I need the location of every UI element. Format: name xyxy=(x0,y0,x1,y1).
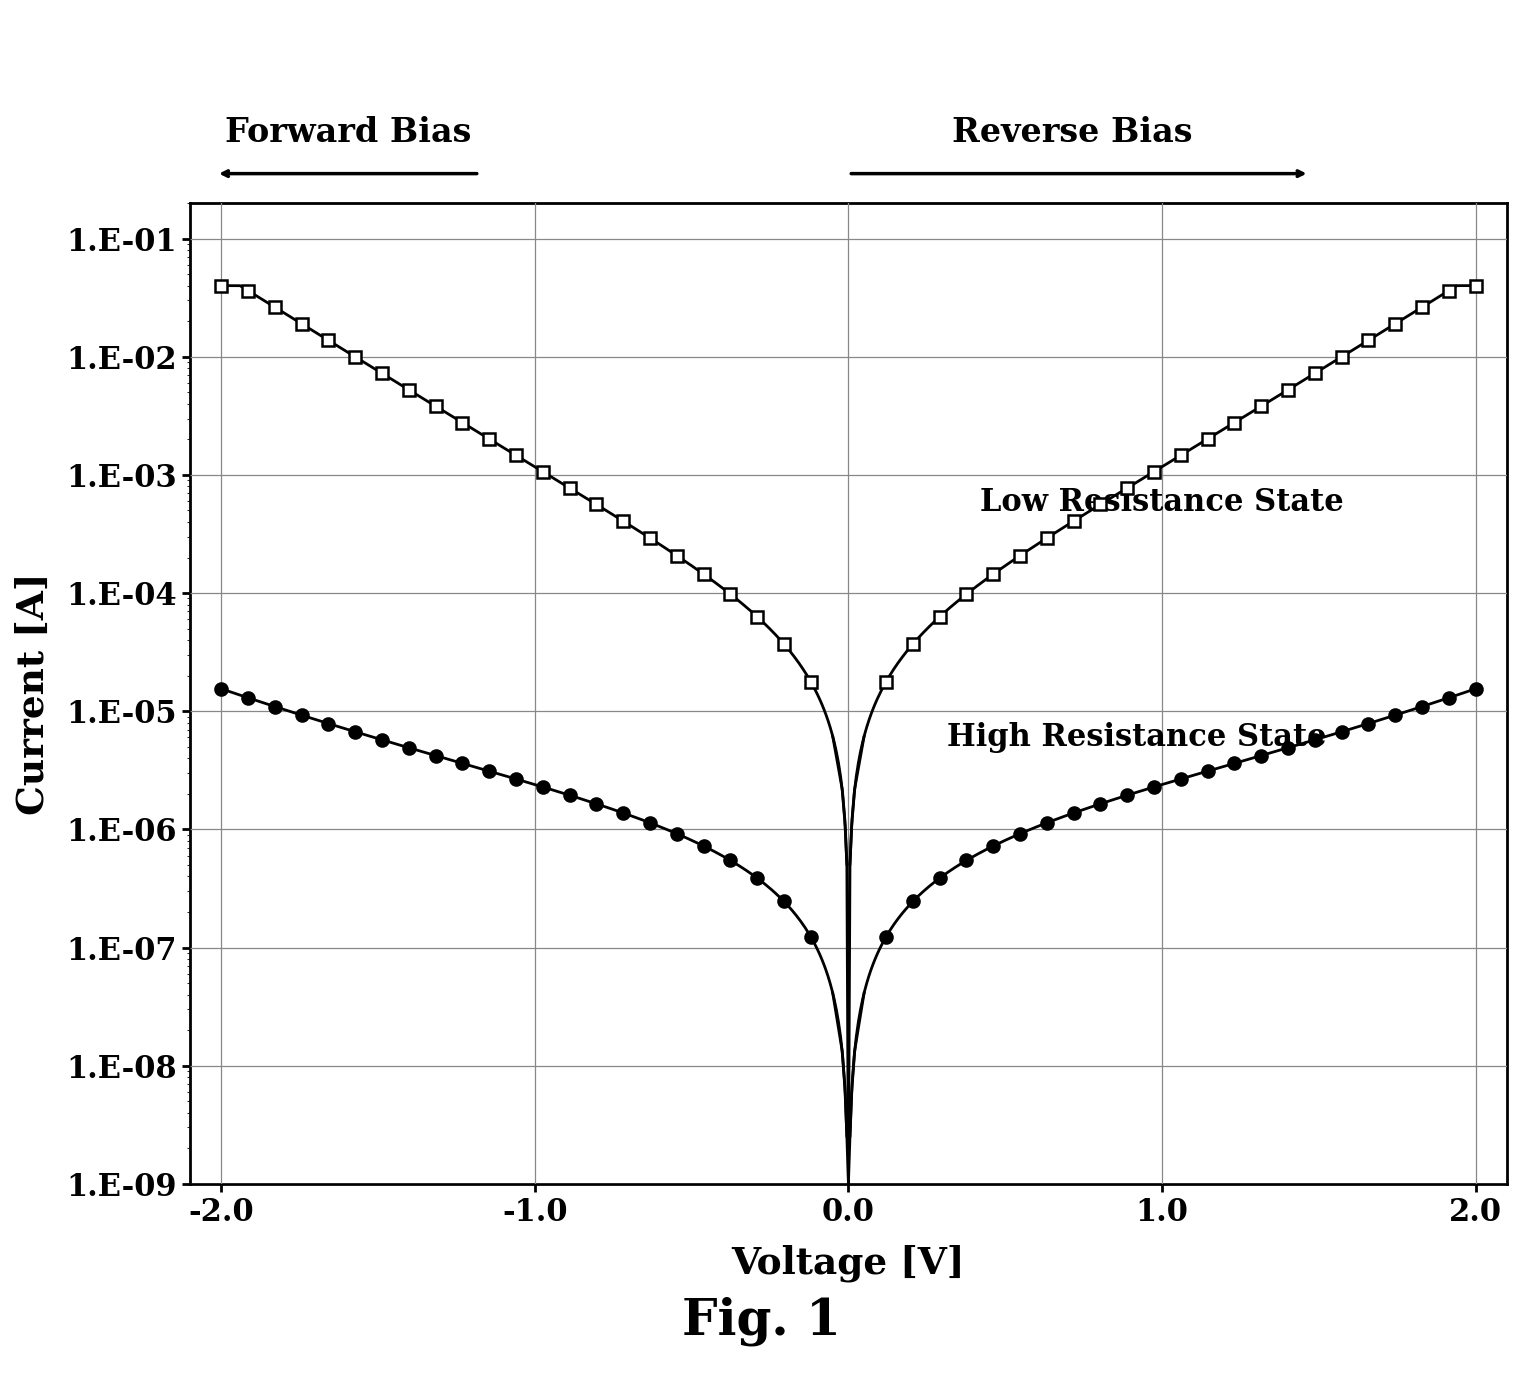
X-axis label: Voltage [V]: Voltage [V] xyxy=(732,1245,965,1282)
Y-axis label: Current [A]: Current [A] xyxy=(15,573,52,814)
Text: Fig. 1: Fig. 1 xyxy=(682,1296,840,1346)
Text: Forward Bias: Forward Bias xyxy=(225,116,472,149)
Text: High Resistance State: High Resistance State xyxy=(947,722,1327,753)
Text: Low Resistance State: Low Resistance State xyxy=(980,487,1344,518)
Text: Reverse Bias: Reverse Bias xyxy=(953,116,1193,149)
